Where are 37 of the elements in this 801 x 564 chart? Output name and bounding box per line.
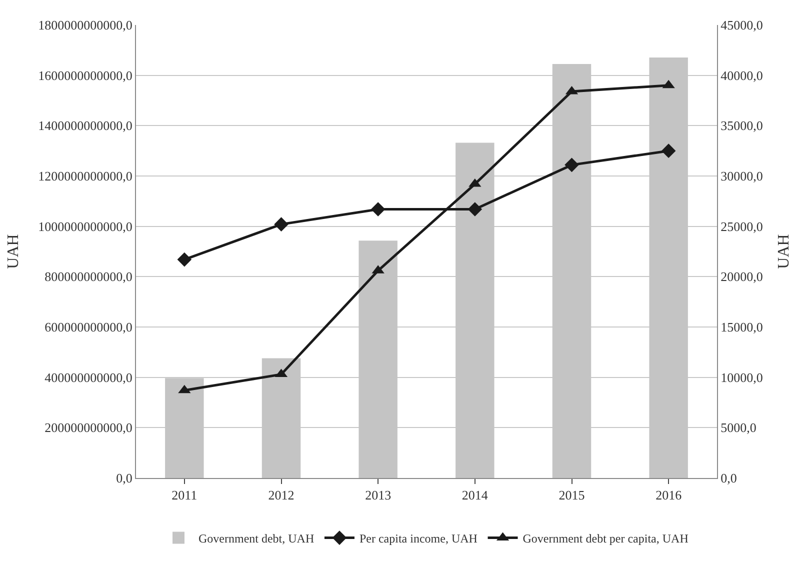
x-tick-label: 2011 [172,488,198,503]
y2-tick-label: 10000,0 [720,370,763,385]
y2-tick-label: 25000,0 [720,218,763,234]
y2-tick-label: 15000,0 [720,320,763,335]
y2-tick-label: 30000,0 [720,168,763,184]
y2-axis-title: UAH [776,234,793,269]
y-tick-label: 1000000000000,0 [38,218,132,234]
y-tick-label: 1400000000000,0 [38,118,132,134]
x-tick-label: 2015 [558,488,585,503]
y-tick-label: 800000000000,0 [44,269,132,284]
x-tick-label: 2013 [365,488,392,503]
y2-tick-label: 0,0 [720,470,737,486]
point [274,217,288,232]
point [564,158,579,172]
y-tick-label: 200000000000,0 [44,420,132,436]
point [468,202,482,216]
y2-tick-label: 5000,0 [720,420,756,436]
y-tick-label: 1600000000000,0 [38,68,132,83]
y-tick-label: 400000000000,0 [44,370,132,385]
y-axis-title: UAH [5,234,22,269]
y2-tick-label: 20000,0 [720,269,763,284]
x-tick-label: 2014 [462,488,488,503]
legend-label: Per capita income, UAH [359,531,478,546]
legend-label: Government debt per capita, UAH [522,531,689,546]
point [177,252,192,267]
y2-tick-label: 40000,0 [720,68,763,83]
y-tick-label: 1200000000000,0 [38,168,132,184]
y-tick-label: 600000000000,0 [44,320,132,335]
y2-tick-label: 45000,0 [720,18,763,33]
y-tick-label: 1800000000000,0 [38,18,132,33]
point [661,144,676,158]
y2-tick-label: 35000,0 [720,118,763,134]
legend-label: Government debt, UAH [198,531,314,546]
y-tick-label: 0,0 [116,470,132,486]
point [370,202,386,216]
x-tick-label: 2012 [268,488,294,503]
x-tick-label: 2016 [656,488,682,503]
